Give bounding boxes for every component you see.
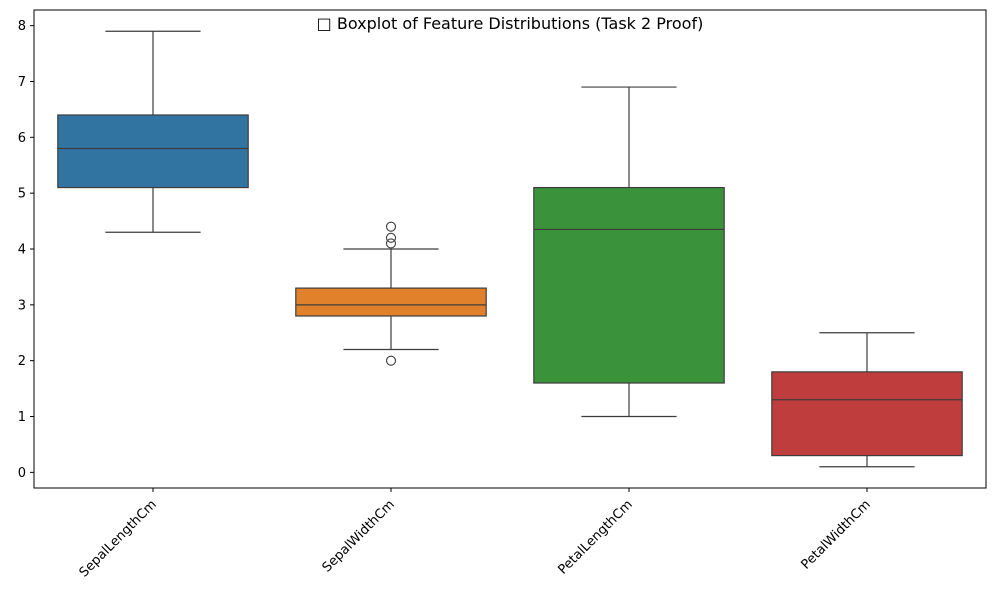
box-sepallengthcm	[57, 114, 249, 189]
y-tick-label-5: 5	[18, 187, 26, 202]
y-tick-label-1: 1	[18, 410, 26, 425]
y-tick-label-6: 6	[18, 131, 26, 146]
plot-frame	[33, 9, 987, 489]
outlier-sepalwidthcm-3	[385, 221, 397, 232]
y-tick-label-8: 8	[18, 19, 26, 34]
outlier-sepalwidthcm-1	[385, 238, 397, 249]
box-petallengthcm	[533, 186, 725, 384]
chart-title: □ Boxplot of Feature Distributions (Task…	[317, 14, 704, 33]
y-tick-label-4: 4	[18, 243, 26, 258]
outlier-sepalwidthcm-2	[385, 232, 397, 243]
x-tick-label-sepalwidthcm: SepalWidthCm	[320, 497, 398, 575]
x-tick-label-sepallengthcm: SepalLengthCm	[77, 497, 160, 580]
x-tick-label-petallengthcm: PetalLengthCm	[555, 497, 635, 577]
y-tick-label-7: 7	[18, 75, 26, 90]
y-tick-label-0: 0	[18, 466, 26, 481]
box-sepalwidthcm	[295, 287, 487, 317]
plot-area: 0 1 2 3 4 5 6 7 8 SepalLengthCm SepalWidthCm PetalL…	[18, 19, 963, 580]
box-petalwidthcm	[771, 371, 963, 457]
y-tick-label-3: 3	[18, 298, 26, 313]
y-tick-label-2: 2	[18, 354, 26, 369]
x-tick-label-petalwidthcm: PetalWidthCm	[798, 497, 873, 572]
outlier-sepalwidthcm-0	[385, 355, 397, 366]
